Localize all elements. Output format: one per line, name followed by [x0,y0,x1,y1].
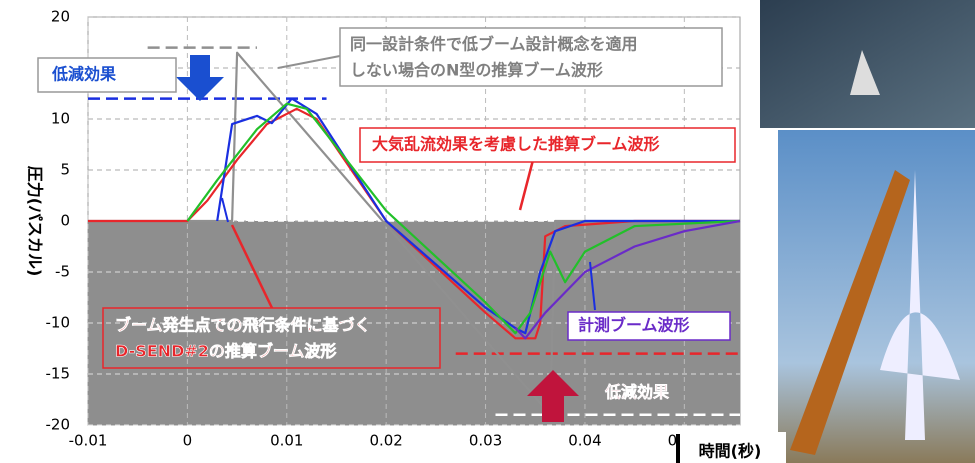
y-tick-label: 0 [60,212,70,230]
photo-aircraft-shape [850,50,880,95]
photo-mast [880,170,960,440]
annotation: 低減効果 [604,383,669,402]
pointer [221,197,229,223]
series-line [514,219,741,340]
x-axis-label: 時間(秒) [699,442,762,461]
annotation-box [339,27,723,87]
y-tick-label: -20 [46,416,71,434]
y-tick-label: -10 [46,314,71,332]
annotation: ブーム発生点での飛行条件に基づく [115,316,371,335]
x-tick-label: 0.03 [469,432,502,450]
annotation: D-SEND#2の推算ブーム波形 [115,342,336,361]
x-tick-label: 0.02 [369,432,402,450]
pointer [518,159,535,211]
y-axis-label: 圧力(パスカル) [26,166,45,277]
annotation-box [37,57,177,93]
x-tick-label: 0.04 [568,432,601,450]
annotation: 大気乱流効果を考慮した推算ブーム波形 [372,135,660,154]
annotation-box [359,127,736,163]
y-tick-label: -5 [55,263,70,281]
pointer [230,224,274,309]
y-tick-label: 20 [51,8,70,26]
pointer [589,261,596,311]
annotation: しない場合のN型の推算ブーム波形 [350,61,603,80]
x-tick-label: 0 [183,432,193,450]
y-tick-label: 10 [51,110,70,128]
y-tick-label: 5 [60,161,70,179]
arrow-up [527,370,579,422]
x-tick-label: 0.01 [270,432,303,450]
pointer [277,54,346,69]
x-label-box [676,432,786,463]
annotation-box [102,307,441,369]
series-line [186,102,741,335]
annotation-box [567,311,731,341]
series-line [216,97,740,335]
y-tick-label: -15 [46,365,71,383]
annotation: 同一設計条件で低ブーム設計概念を適用 [350,35,638,54]
arrow-down [176,55,224,101]
annotation: 低減効果 [51,65,116,84]
x-tick-label: -0.01 [69,432,108,450]
photo-crane [790,170,910,455]
annotation: 計測ブーム波形 [578,316,690,335]
